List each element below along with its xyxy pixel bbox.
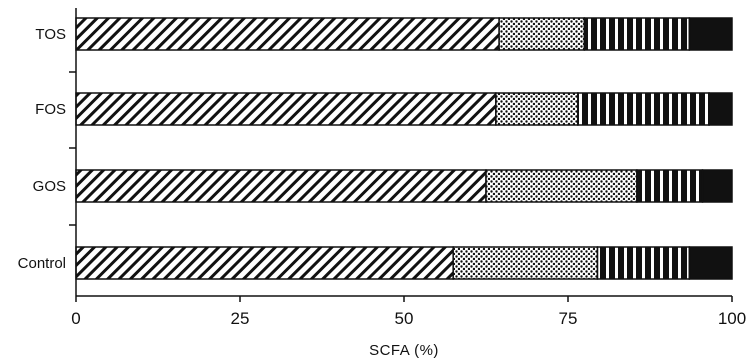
x-axis-ticks <box>75 296 733 302</box>
x-tick-label: 25 <box>231 309 250 328</box>
x-tick-labels: 0 25 50 75 100 <box>71 309 746 328</box>
x-tick-label: 75 <box>559 309 578 328</box>
bar-segment-tos-dotted <box>498 17 586 51</box>
category-labels: Control GOS FOS TOS <box>18 26 66 272</box>
category-label-tos: TOS <box>35 26 66 43</box>
bar-segment-tos-vertical-lines <box>583 17 691 51</box>
bar-segment-fos-diagonal-hatch <box>75 92 497 126</box>
plot-area: 0 25 50 75 100 Control GOS FOS TOS <box>18 8 746 328</box>
x-tick-label: 50 <box>395 309 414 328</box>
category-label-gos: GOS <box>33 178 66 195</box>
x-tick-label: 100 <box>718 309 746 328</box>
bar-segment-control-vertical-lines <box>596 246 691 280</box>
bar-segment-fos-dotted <box>495 92 579 126</box>
bar-segment-tos-solid-black <box>688 17 733 51</box>
bar-segment-gos-diagonal-hatch <box>75 169 487 203</box>
bar-segment-control-diagonal-hatch <box>75 246 454 280</box>
bar-segment-gos-dotted <box>485 169 638 203</box>
bar-segment-gos-solid-black <box>701 169 733 203</box>
x-tick-label: 0 <box>71 309 80 328</box>
category-label-control: Control <box>18 255 66 272</box>
bar-segment-control-dotted <box>452 246 599 280</box>
x-axis-title: SCFA (%) <box>369 342 439 359</box>
bar-segment-fos-solid-black <box>708 92 733 126</box>
category-label-fos: FOS <box>35 101 66 118</box>
bar-segment-control-solid-black <box>688 246 733 280</box>
bars-group <box>75 17 733 280</box>
bar-segment-gos-vertical-lines <box>636 169 704 203</box>
bar-segment-tos-diagonal-hatch <box>75 17 500 51</box>
y-axis-ticks <box>69 71 76 226</box>
bar-segment-fos-vertical-lines <box>577 92 710 126</box>
